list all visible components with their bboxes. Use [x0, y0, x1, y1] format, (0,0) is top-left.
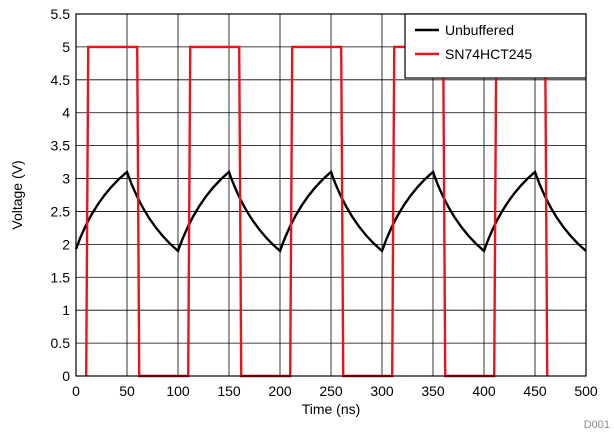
x-tick-label: 50: [119, 383, 135, 399]
y-tick-label: 0: [62, 368, 70, 384]
y-tick-label: 4: [62, 105, 70, 121]
x-tick-label: 300: [370, 383, 394, 399]
legend-label-unbuffered: Unbuffered: [445, 22, 514, 38]
legend-label-sn74hct245: SN74HCT245: [445, 46, 532, 62]
y-tick-label: 1: [62, 302, 70, 318]
x-tick-label: 100: [166, 383, 190, 399]
legend-box: [404, 13, 587, 79]
y-tick-label: 2.5: [51, 203, 71, 219]
x-tick-label: 400: [472, 383, 496, 399]
y-tick-label: 2: [62, 236, 70, 252]
y-axis-label: Voltage (V): [9, 160, 25, 229]
y-tick-label: 3.5: [51, 138, 71, 154]
y-tick-label: 3: [62, 171, 70, 187]
x-tick-label: 0: [72, 383, 80, 399]
x-tick-label: 250: [319, 383, 343, 399]
x-tick-label: 350: [421, 383, 445, 399]
figure-id: D001: [584, 419, 610, 431]
x-tick-label: 150: [217, 383, 241, 399]
x-tick-label: 450: [523, 383, 547, 399]
tick-labels: 0 50 100 150 200 250 300 350 400 450 500 0 0.5 1 1.5 2 2…: [51, 6, 598, 399]
x-tick-label: 500: [574, 383, 598, 399]
y-tick-label: 5.5: [51, 6, 71, 22]
plot-frame: [75, 13, 587, 377]
y-tick-label: 0.5: [51, 335, 71, 351]
y-tick-label: 1.5: [51, 269, 71, 285]
x-axis-label: Time (ns): [302, 401, 361, 417]
x-tick-label: 200: [268, 383, 292, 399]
y-tick-label: 5: [62, 39, 70, 55]
legend: Unbuffered SN74HCT245: [404, 13, 587, 79]
y-tick-label: 4.5: [51, 72, 71, 88]
